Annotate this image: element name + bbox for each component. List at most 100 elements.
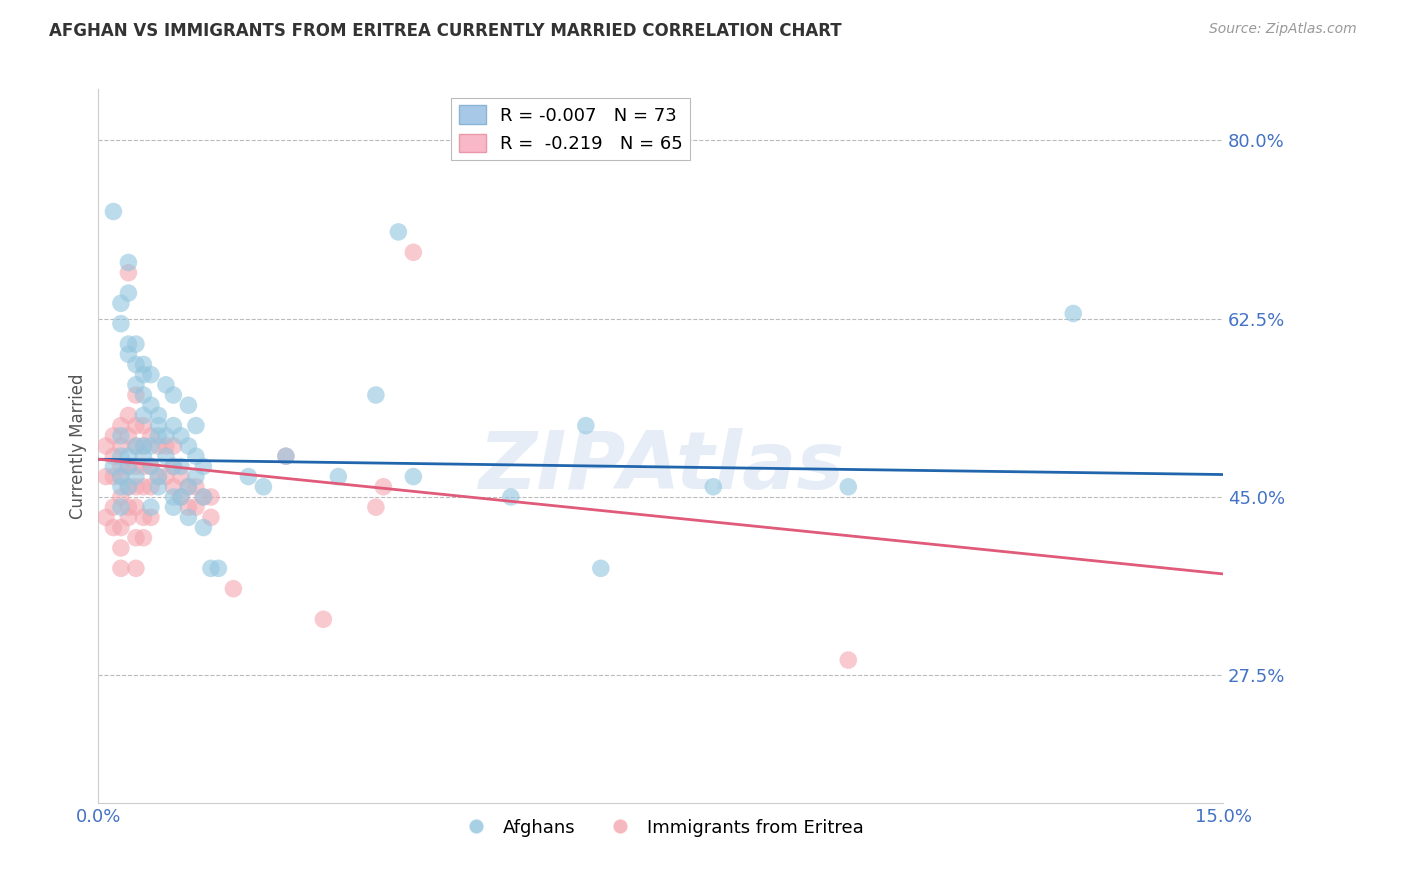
- Point: [132, 358, 155, 372]
- Point: [110, 520, 132, 534]
- Point: [177, 398, 200, 412]
- Text: ZIPAtlas: ZIPAtlas: [478, 428, 844, 507]
- Point: [193, 490, 215, 504]
- Point: [148, 480, 170, 494]
- Point: [117, 480, 139, 494]
- Point: [94, 439, 117, 453]
- Point: [103, 429, 125, 443]
- Point: [110, 469, 132, 483]
- Point: [103, 520, 125, 534]
- Point: [117, 459, 139, 474]
- Point: [162, 418, 184, 433]
- Point: [103, 204, 125, 219]
- Point: [499, 490, 522, 504]
- Point: [139, 510, 162, 524]
- Point: [364, 388, 387, 402]
- Point: [200, 561, 222, 575]
- Point: [177, 439, 200, 453]
- Point: [139, 398, 162, 412]
- Point: [177, 480, 200, 494]
- Point: [117, 429, 139, 443]
- Point: [117, 449, 139, 463]
- Point: [139, 500, 162, 515]
- Point: [162, 500, 184, 515]
- Point: [110, 296, 132, 310]
- Point: [184, 480, 207, 494]
- Point: [702, 480, 724, 494]
- Point: [139, 439, 162, 453]
- Point: [373, 480, 395, 494]
- Point: [117, 286, 139, 301]
- Point: [148, 469, 170, 483]
- Point: [132, 510, 155, 524]
- Point: [162, 388, 184, 402]
- Point: [184, 469, 207, 483]
- Point: [184, 500, 207, 515]
- Point: [155, 469, 177, 483]
- Point: [162, 439, 184, 453]
- Point: [312, 612, 335, 626]
- Point: [110, 541, 132, 555]
- Point: [193, 520, 215, 534]
- Point: [139, 429, 162, 443]
- Point: [837, 480, 859, 494]
- Point: [110, 469, 132, 483]
- Point: [155, 439, 177, 453]
- Point: [132, 368, 155, 382]
- Point: [387, 225, 409, 239]
- Point: [110, 459, 132, 474]
- Point: [170, 429, 193, 443]
- Point: [274, 449, 297, 463]
- Point: [177, 500, 200, 515]
- Point: [132, 480, 155, 494]
- Point: [117, 510, 139, 524]
- Point: [328, 469, 350, 483]
- Point: [117, 255, 139, 269]
- Point: [117, 480, 139, 494]
- Point: [125, 500, 148, 515]
- Point: [364, 500, 387, 515]
- Point: [117, 266, 139, 280]
- Point: [110, 439, 132, 453]
- Point: [125, 531, 148, 545]
- Point: [117, 337, 139, 351]
- Point: [139, 480, 162, 494]
- Point: [575, 418, 598, 433]
- Point: [193, 490, 215, 504]
- Point: [132, 388, 155, 402]
- Point: [402, 245, 425, 260]
- Point: [148, 439, 170, 453]
- Point: [170, 469, 193, 483]
- Point: [148, 469, 170, 483]
- Point: [125, 337, 148, 351]
- Point: [110, 561, 132, 575]
- Text: AFGHAN VS IMMIGRANTS FROM ERITREA CURRENTLY MARRIED CORRELATION CHART: AFGHAN VS IMMIGRANTS FROM ERITREA CURREN…: [49, 22, 842, 40]
- Text: Source: ZipAtlas.com: Source: ZipAtlas.com: [1209, 22, 1357, 37]
- Point: [103, 449, 125, 463]
- Point: [148, 429, 170, 443]
- Point: [207, 561, 229, 575]
- Point: [139, 368, 162, 382]
- Point: [200, 490, 222, 504]
- Point: [238, 469, 260, 483]
- Point: [132, 418, 155, 433]
- Point: [589, 561, 612, 575]
- Point: [103, 469, 125, 483]
- Point: [132, 449, 155, 463]
- Point: [148, 409, 170, 423]
- Point: [139, 459, 162, 474]
- Point: [155, 449, 177, 463]
- Point: [200, 510, 222, 524]
- Point: [125, 561, 148, 575]
- Point: [103, 500, 125, 515]
- Point: [132, 409, 155, 423]
- Point: [148, 418, 170, 433]
- Point: [110, 449, 132, 463]
- Point: [125, 480, 148, 494]
- Point: [252, 480, 274, 494]
- Point: [132, 439, 155, 453]
- Point: [110, 317, 132, 331]
- Point: [184, 418, 207, 433]
- Point: [125, 418, 148, 433]
- Point: [170, 490, 193, 504]
